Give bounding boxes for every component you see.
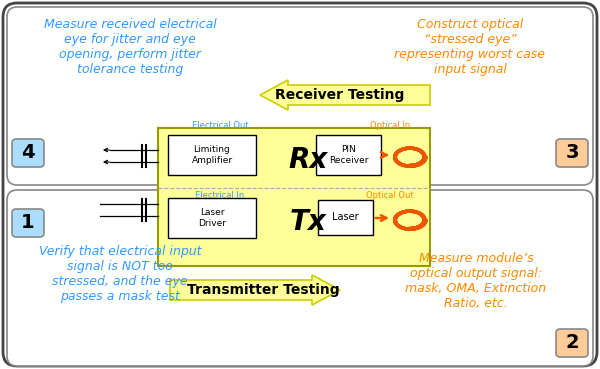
Text: Optical In: Optical In (370, 121, 410, 131)
FancyBboxPatch shape (7, 7, 593, 185)
Text: 4: 4 (21, 144, 35, 162)
Text: PIN
Receiver: PIN Receiver (329, 145, 368, 165)
FancyArrow shape (260, 80, 430, 110)
FancyBboxPatch shape (7, 190, 593, 366)
Text: Limiting
Amplifier: Limiting Amplifier (191, 145, 233, 165)
FancyBboxPatch shape (12, 209, 44, 237)
Text: Electrical In: Electrical In (196, 192, 245, 200)
Text: Receiver Testing: Receiver Testing (275, 88, 404, 102)
Text: Rx: Rx (288, 146, 327, 174)
Text: Tx: Tx (289, 208, 326, 236)
Bar (168, 198, 256, 238)
FancyBboxPatch shape (556, 329, 588, 357)
Text: Measure received electrical
eye for jitter and eye
opening, perform jitter
toler: Measure received electrical eye for jitt… (44, 18, 217, 76)
Text: Verify that electrical input
signal is NOT too
stressed, and the eye
passes a ma: Verify that electrical input signal is N… (39, 245, 201, 303)
FancyBboxPatch shape (556, 139, 588, 167)
Text: Electrical Out: Electrical Out (191, 121, 248, 131)
FancyBboxPatch shape (3, 3, 597, 366)
Text: Optical Out: Optical Out (366, 192, 414, 200)
Text: Transmitter Testing: Transmitter Testing (187, 283, 340, 297)
Text: Laser: Laser (332, 213, 359, 223)
Bar (316, 135, 381, 175)
Text: 1: 1 (21, 214, 35, 232)
Bar (318, 200, 373, 235)
Text: Construct optical
“stressed eye”
representing worst case
input signal: Construct optical “stressed eye” represe… (395, 18, 545, 76)
Bar (168, 135, 256, 175)
Text: Laser
Driver: Laser Driver (198, 208, 226, 228)
Text: 2: 2 (565, 334, 579, 352)
Text: Measure module’s
optical output signal:
mask, OMA, Extinction
Ratio, etc.: Measure module’s optical output signal: … (406, 252, 547, 310)
Bar (158, 128, 430, 266)
FancyArrow shape (170, 275, 340, 305)
Text: 3: 3 (565, 144, 579, 162)
FancyBboxPatch shape (12, 139, 44, 167)
